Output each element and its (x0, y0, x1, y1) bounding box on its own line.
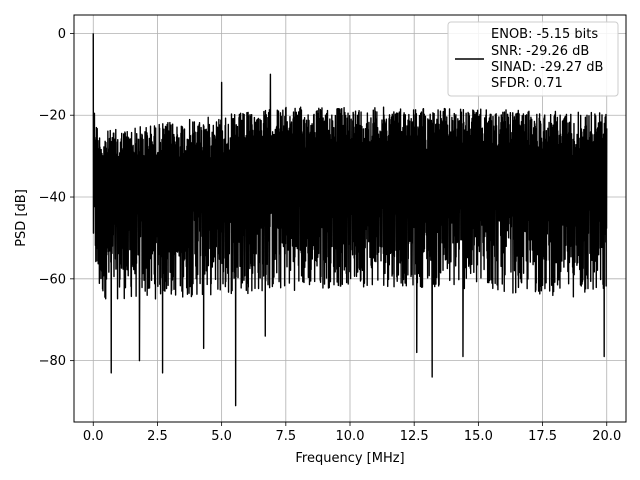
legend-line-sinad: SINAD: -29.27 dB (491, 60, 603, 75)
y-tick-label: −20 (39, 109, 66, 124)
x-tick-label: 20.0 (592, 429, 621, 444)
legend-line-snr: SNR: -29.26 dB (491, 44, 589, 59)
x-tick-label: 0.0 (83, 429, 104, 444)
psd-trace (92, 33, 608, 407)
x-tick-label: 15.0 (464, 429, 493, 444)
x-tick-label: 10.0 (336, 429, 365, 444)
y-tick-label: 0 (58, 27, 66, 42)
x-tick-label: 2.5 (147, 429, 168, 444)
x-ticks: 0.0 2.5 5.0 7.5 10.0 12.5 15.0 17.5 20.0 (83, 422, 621, 444)
x-tick-label: 12.5 (400, 429, 429, 444)
y-ticks: 0 −20 −40 −60 −80 (39, 27, 74, 369)
x-axis-label: Frequency [MHz] (295, 451, 404, 466)
legend-line-enob: ENOB: -5.15 bits (491, 27, 598, 42)
x-tick-label: 7.5 (275, 429, 296, 444)
x-tick-label: 5.0 (211, 429, 232, 444)
legend: ENOB: -5.15 bits SNR: -29.26 dB SINAD: -… (447, 21, 619, 97)
y-tick-label: −40 (39, 191, 66, 206)
y-axis-label: PSD [dB] (14, 189, 29, 247)
legend-box (447, 21, 619, 97)
y-tick-label: −60 (39, 272, 66, 287)
legend-line-sfdr: SFDR: 0.71 (491, 76, 563, 91)
psd-series (92, 33, 608, 407)
y-tick-label: −80 (39, 354, 66, 369)
x-tick-label: 17.5 (528, 429, 557, 444)
